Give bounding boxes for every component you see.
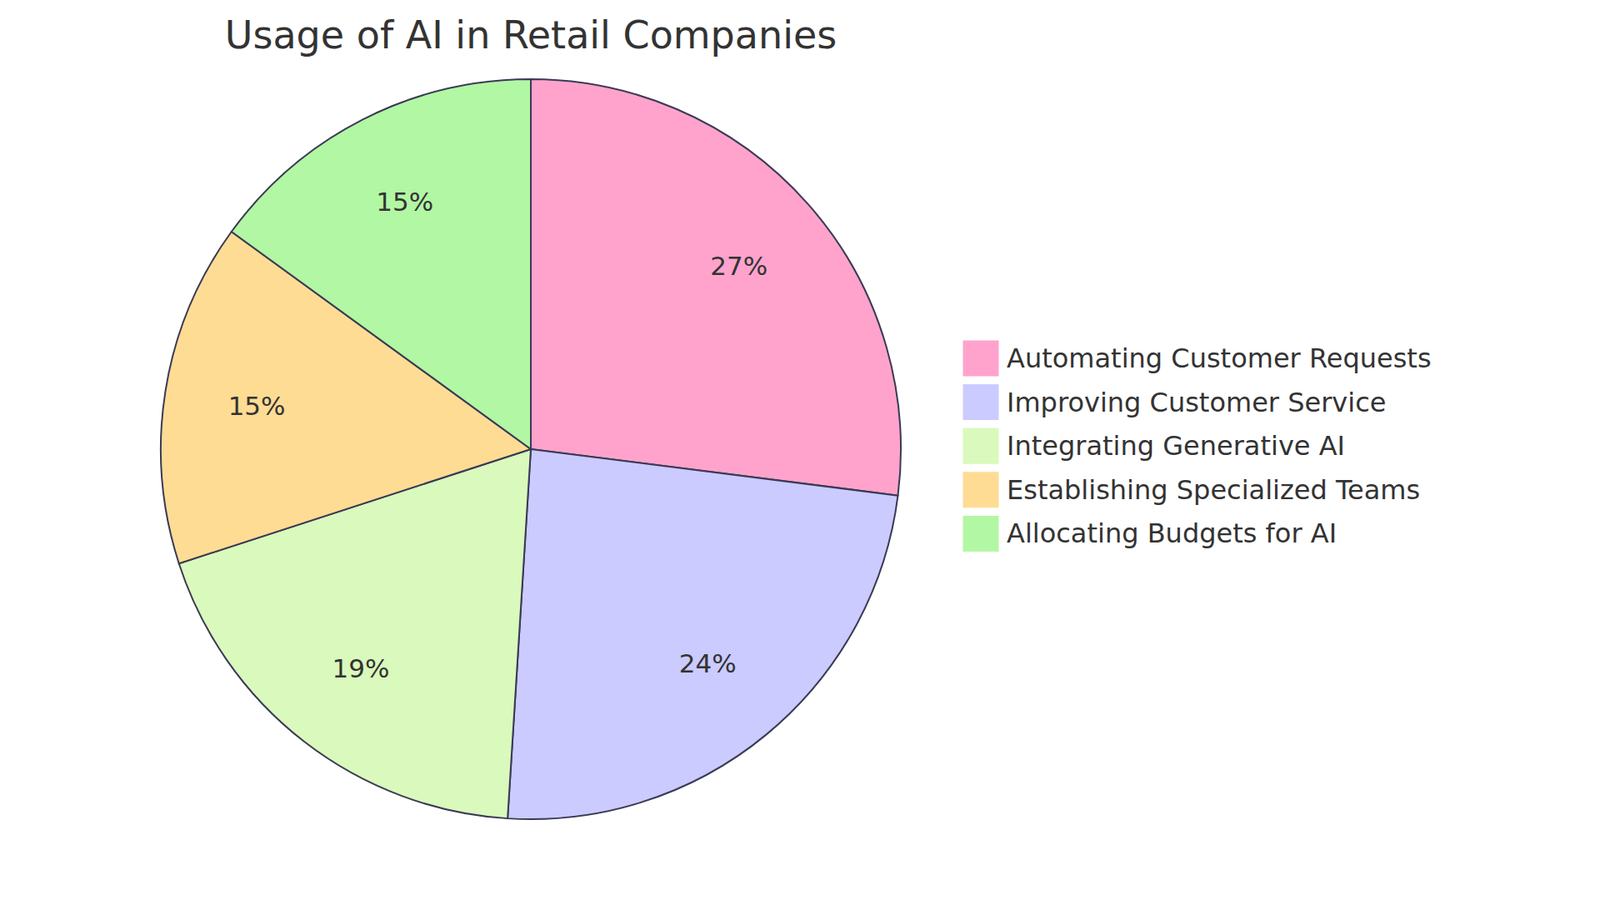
- legend-swatch: [962, 471, 1000, 509]
- legend-swatch: [962, 515, 1000, 552]
- legend-label: Improving Customer Service: [1006, 386, 1386, 419]
- data-label: 15%: [228, 390, 286, 421]
- legend-label: Establishing Specialized Teams: [1006, 474, 1420, 506]
- data-label: 19%: [331, 653, 390, 684]
- pie-slice: [530, 79, 901, 496]
- legend-label: Allocating Budgets for AI: [1006, 517, 1337, 550]
- legend-swatch: [962, 427, 1000, 465]
- chart-title: Usage of AI in Retail Companies: [225, 12, 837, 58]
- data-label: 24%: [679, 648, 737, 679]
- data-label: 15%: [375, 186, 434, 217]
- legend-swatch: [962, 384, 1000, 421]
- legend-label: Integrating Generative AI: [1006, 430, 1345, 462]
- legend-label: Automating Customer Requests: [1006, 342, 1432, 375]
- chart: Usage of AI in Retail Companies 27% 24% 19%…: [0, 0, 1600, 900]
- data-label: 27%: [710, 250, 768, 281]
- slices: [160, 79, 901, 820]
- pie-slice: [507, 449, 898, 820]
- legend-swatch: [962, 340, 1000, 377]
- data-labels: 27% 24% 19% 15% 15%: [228, 186, 769, 684]
- legend: Automating Customer Requests Improving Cu…: [962, 340, 1432, 552]
